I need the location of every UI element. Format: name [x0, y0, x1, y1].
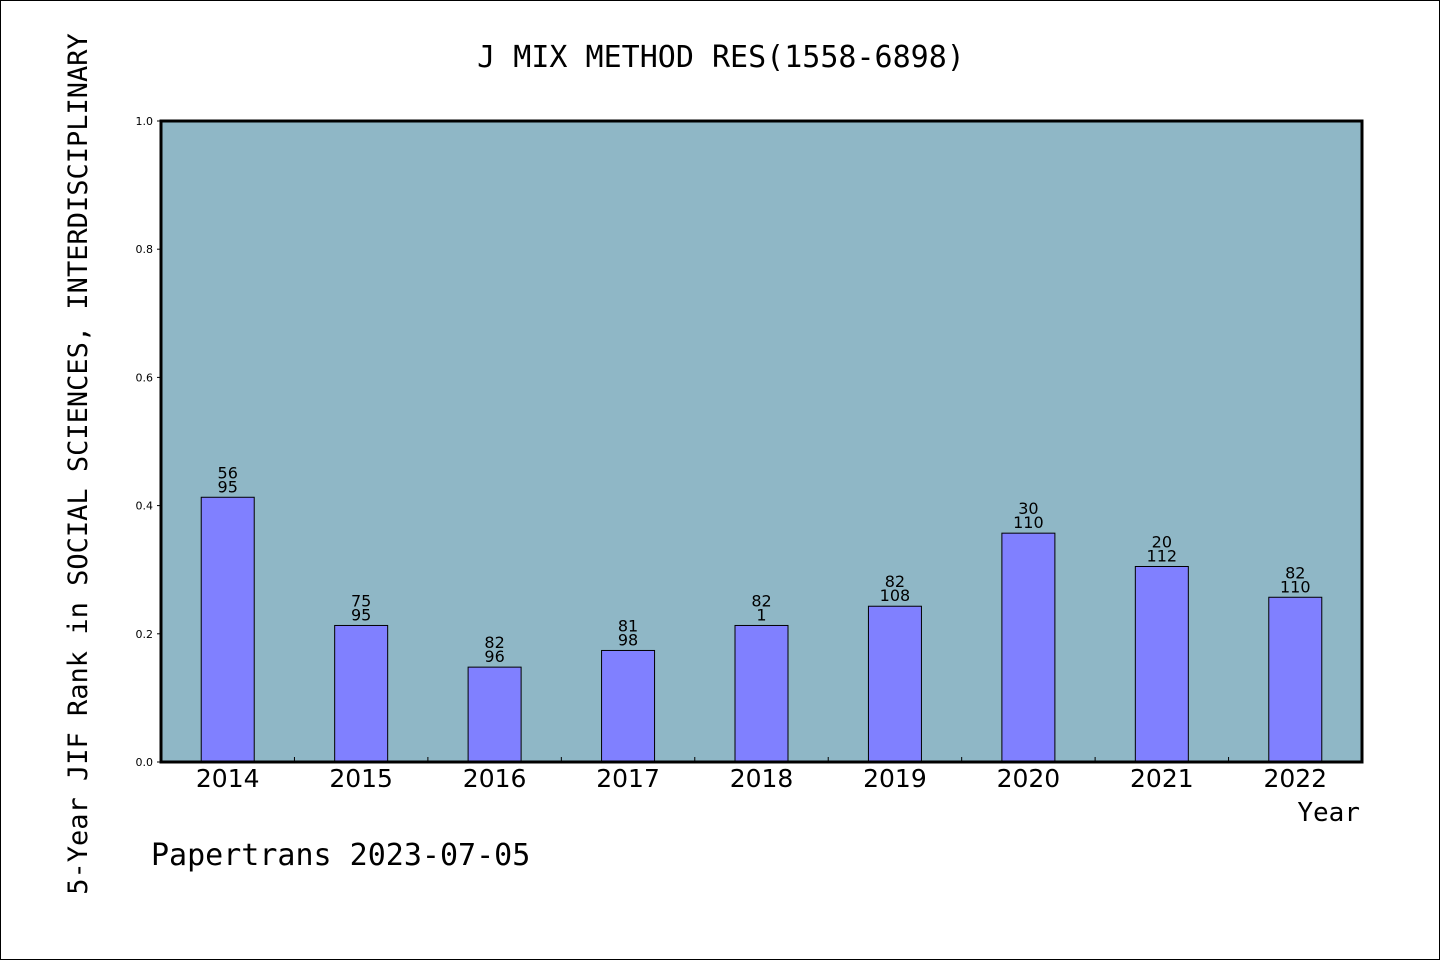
y-tick-label-0.4: 0.4 [136, 500, 154, 513]
bar-label-top-2017: 81 [618, 616, 638, 635]
bar-2021 [1134, 565, 1189, 763]
bar-label-top-2019: 82 [885, 572, 905, 591]
x-tick-label-2019: 2019 [863, 764, 927, 793]
footer-text: Papertrans 2023-07-05 [151, 838, 530, 873]
bar-label-bottom-2018: 1 [756, 605, 766, 624]
bar-label-top-2018: 82 [751, 591, 771, 610]
bar-label-top-2016: 82 [484, 633, 504, 652]
bar-2016 [467, 666, 522, 763]
bar-label-bottom-2017: 98 [618, 630, 638, 649]
y-tick-label-0.6: 0.6 [136, 371, 154, 384]
bar-2019 [867, 605, 922, 763]
x-tick-label-2017: 2017 [596, 764, 660, 793]
bar-2020 [1001, 532, 1056, 763]
x-axis: 2014 2015 2016 2017 2018 2019 2020 2021 2022 [196, 757, 1327, 793]
x-tick-label-2016: 2016 [463, 764, 527, 793]
bar-2015 [334, 624, 389, 763]
bar-2017 [601, 649, 656, 763]
bar-label-bottom-2016: 96 [484, 647, 504, 666]
bar-2014 [200, 496, 255, 763]
plot-border [159, 119, 1364, 764]
bar-label-top-2020: 30 [1018, 499, 1038, 518]
x-tick-label-2015: 2015 [329, 764, 393, 793]
bar-2022 [1268, 596, 1323, 763]
bar-label-top-2014: 56 [218, 463, 238, 482]
bar-2018 [734, 624, 789, 763]
x-tick-label-2021: 2021 [1130, 764, 1194, 793]
bar-label-top-2022: 82 [1285, 563, 1305, 582]
bar-label-bottom-2014: 95 [218, 477, 238, 496]
y-axis-title: 5-Year JIF Rank in SOCIAL SCIENCES, INTE… [63, 33, 94, 895]
x-tick-label-2022: 2022 [1263, 764, 1327, 793]
x-tick-label-2014: 2014 [196, 764, 260, 793]
bar-label-top-2021: 20 [1152, 532, 1172, 551]
bar-label-bottom-2021: 112 [1147, 546, 1178, 565]
x-tick-label-2020: 2020 [997, 764, 1061, 793]
y-tick-label-1.0: 1.0 [136, 115, 154, 128]
chart-title: J MIX METHOD RES(1558-6898) [477, 40, 965, 75]
y-tick-label-0.2: 0.2 [136, 628, 154, 641]
y-axis: 0.0 0.2 0.4 0.6 0.8 1.0 [136, 115, 161, 769]
y-tick-label-0.0: 0.0 [136, 756, 154, 769]
bar-label-bottom-2022: 110 [1280, 577, 1311, 596]
x-tick-label-2018: 2018 [730, 764, 794, 793]
bar-label-bottom-2019: 108 [880, 586, 911, 605]
bar-label-bottom-2015: 95 [351, 605, 371, 624]
bars-group [200, 496, 1323, 763]
x-axis-title: Year [1297, 798, 1360, 828]
bar-label-top-2015: 75 [351, 591, 371, 610]
y-tick-label-0.8: 0.8 [136, 243, 154, 256]
bar-label-bottom-2020: 110 [1013, 513, 1044, 532]
